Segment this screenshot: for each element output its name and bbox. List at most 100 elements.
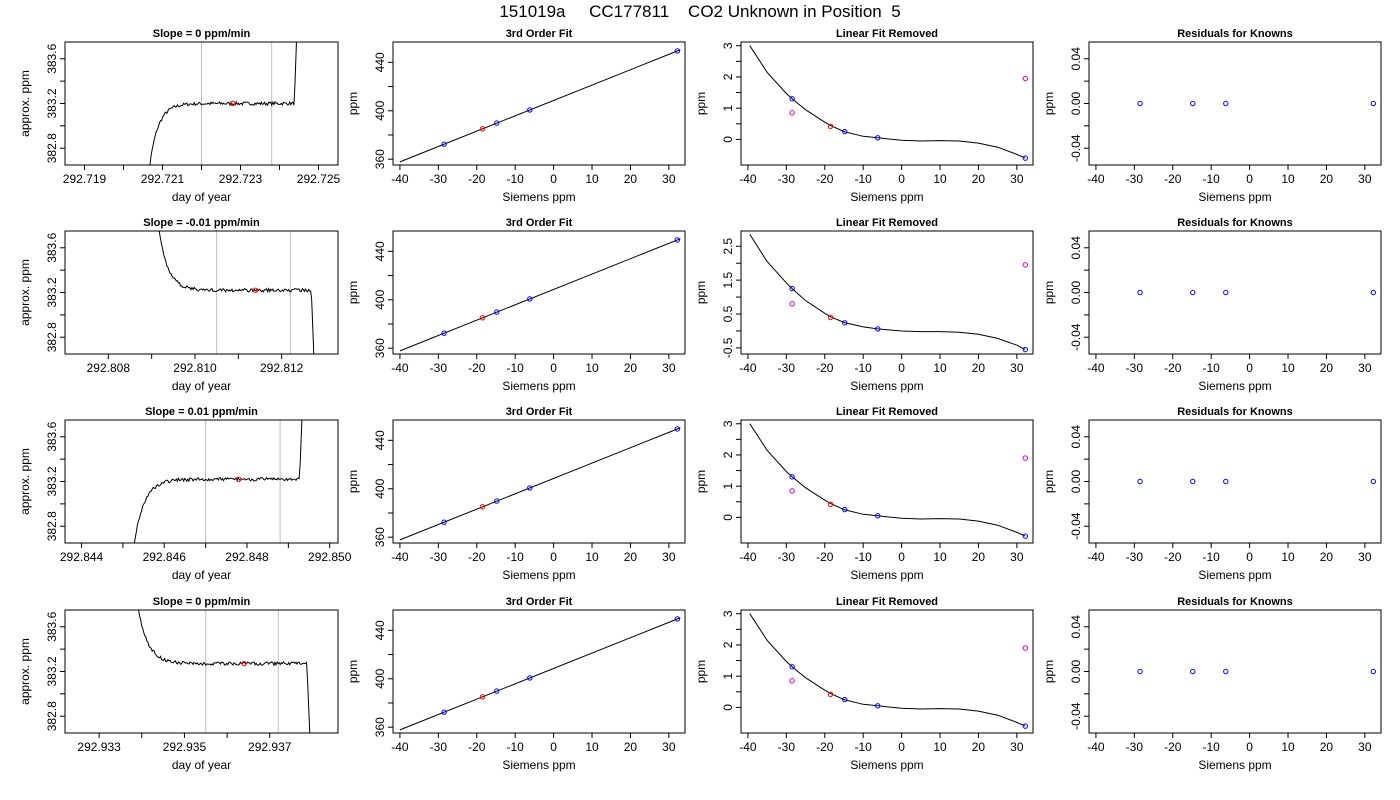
panel-title: Slope = 0 ppm/min <box>153 596 251 608</box>
y-tick-label: 0.00 <box>1069 91 1083 115</box>
y-tick-label: 383.2 <box>45 466 59 496</box>
x-tick-label: 20 <box>972 550 986 564</box>
x-tick-label: -10 <box>507 550 525 564</box>
unknown-point <box>827 314 834 321</box>
cylinder-point <box>789 301 795 307</box>
known-point <box>789 664 795 670</box>
y-tick-label: 400 <box>373 100 387 120</box>
y-tick-label: 382.8 <box>45 133 59 163</box>
y-tick-label: -0.04 <box>1069 512 1083 540</box>
x-tick-label: 0 <box>898 172 905 186</box>
x-axis-label: Siemens ppm <box>850 758 923 772</box>
known-point <box>842 506 848 513</box>
x-tick-label: -10 <box>1203 361 1221 375</box>
y-tick-label: 382.8 <box>45 511 59 541</box>
panel-r4-residuals: Residuals for Knowns -40 -30 -20 -10 0 10 20 30 -… <box>1042 596 1382 772</box>
panel-title: 3rd Order Fit <box>506 217 573 229</box>
known-point <box>494 120 500 126</box>
y-tick-label: 400 <box>373 668 387 688</box>
x-tick-label: -20 <box>468 361 486 375</box>
residual-curve <box>749 423 1026 537</box>
residual-point <box>1223 289 1229 296</box>
fit-line <box>399 238 681 352</box>
x-tick-label: 0 <box>1246 550 1253 564</box>
x-tick-label: -40 <box>391 361 409 375</box>
y-tick-label: 0.00 <box>1069 469 1083 493</box>
unknown-point <box>479 315 486 321</box>
panel-frame <box>1088 419 1382 544</box>
panel-r4-fit: 3rd Order Fit -40 -30 -20 -10 0 10 20 30 360 400 44… <box>346 596 686 772</box>
x-tick-label: -40 <box>739 550 757 564</box>
x-axis-label: Siemens ppm <box>1198 568 1271 582</box>
x-tick-label: 20 <box>1320 550 1334 564</box>
panel-title: Slope = 0.01 ppm/min <box>145 406 258 418</box>
x-tick-label: -30 <box>430 550 448 564</box>
x-tick-label: 10 <box>933 172 947 186</box>
unknown-point <box>827 123 834 129</box>
x-tick-label: 30 <box>1358 361 1372 375</box>
panel-frame <box>1088 41 1382 166</box>
x-tick-label: -40 <box>739 740 757 754</box>
x-tick-label: 30 <box>662 361 676 375</box>
x-tick-label: -10 <box>855 550 873 564</box>
panel-title: Residuals for Knowns <box>1177 406 1293 418</box>
y-axis-label: ppm <box>694 470 708 493</box>
known-point <box>875 703 881 709</box>
residual-point <box>1137 668 1143 675</box>
y-tick-label: 383.6 <box>45 611 59 641</box>
residual-point <box>1223 100 1229 107</box>
x-axis-label: Siemens ppm <box>1198 758 1271 772</box>
known-point <box>494 688 500 694</box>
x-tick-label: -30 <box>778 740 796 754</box>
x-tick-label: 10 <box>585 361 599 375</box>
panel-frame <box>64 609 339 734</box>
y-tick-label: 440 <box>373 620 387 640</box>
known-point <box>875 135 881 141</box>
x-tick-label: -40 <box>1087 361 1105 375</box>
residual-curve <box>749 234 1026 351</box>
y-tick-label: 360 <box>373 149 387 169</box>
unknown-point <box>479 504 486 510</box>
unknown-point <box>479 126 486 132</box>
x-tick-label: 10 <box>585 172 599 186</box>
known-point <box>527 485 533 491</box>
plot-area <box>399 237 681 352</box>
x-tick-label: 0 <box>898 361 905 375</box>
known-point <box>441 330 447 336</box>
known-point <box>674 426 681 432</box>
x-tick-label: -40 <box>1087 740 1105 754</box>
y-tick-label: 0 <box>721 136 735 143</box>
panel-r3-linear-removed: Linear Fit Removed -40 -30 -20 -10 0 10 20 30 0 1 2… <box>694 406 1034 582</box>
x-tick-label: 10 <box>1281 361 1295 375</box>
x-tick-label: -40 <box>739 361 757 375</box>
known-point <box>674 48 681 54</box>
trace-line <box>138 610 311 733</box>
fit-line <box>399 49 681 163</box>
y-axis-label: ppm <box>346 470 360 493</box>
x-tick-label: 10 <box>933 361 947 375</box>
unknown-point <box>827 691 834 697</box>
x-tick-label: -40 <box>1087 172 1105 186</box>
cylinder-point <box>1022 645 1029 651</box>
y-tick-label: 382.8 <box>45 701 59 731</box>
x-tick-label: -40 <box>739 172 757 186</box>
panel-title: Residuals for Knowns <box>1177 596 1293 608</box>
trace-line <box>158 231 315 354</box>
plot-area <box>1137 100 1377 107</box>
x-tick-label: -30 <box>430 740 448 754</box>
y-tick-label: 2.5 <box>721 238 735 255</box>
x-tick-label: 30 <box>662 740 676 754</box>
x-axis-label: Siemens ppm <box>502 190 575 204</box>
residual-point <box>1370 289 1377 296</box>
x-tick-label: 30 <box>1010 172 1024 186</box>
residual-point <box>1223 478 1229 485</box>
y-tick-label: 0 <box>721 704 735 711</box>
x-tick-label: 10 <box>933 550 947 564</box>
y-axis-label: ppm <box>346 281 360 304</box>
plot-area <box>399 616 681 731</box>
x-tick-label: 292.719 <box>63 172 107 186</box>
x-tick-label: 20 <box>972 361 986 375</box>
x-tick-label: -30 <box>430 172 448 186</box>
x-tick-label: 30 <box>1358 550 1372 564</box>
y-axis-label: approx. ppm <box>18 259 32 326</box>
